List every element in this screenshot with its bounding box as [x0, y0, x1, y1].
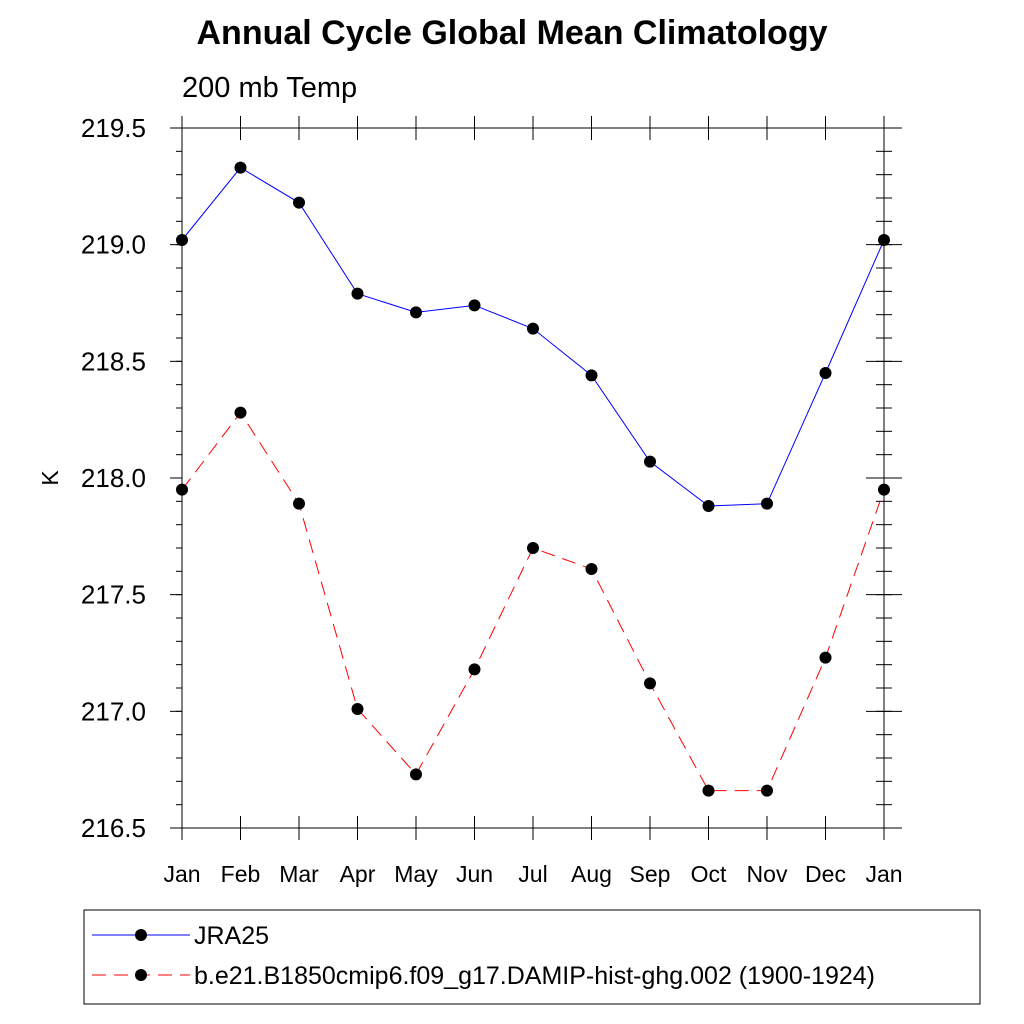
data-point-series-1: [761, 784, 773, 797]
x-tick-label: Feb: [221, 861, 261, 887]
data-point-series-0: [527, 322, 539, 335]
series-line-0: [181, 167, 885, 507]
y-tick-label: 218.0: [81, 463, 146, 493]
legend-label-1: b.e21.B1850cmip6.f09_g17.DAMIP-hist-ghg.…: [194, 962, 875, 990]
x-tick-label: Nov: [747, 861, 788, 887]
y-tick-label: 219.0: [81, 230, 146, 260]
data-point-series-1: [702, 784, 715, 797]
data-point-series-0: [761, 497, 773, 510]
y-tick-label: 217.5: [81, 580, 146, 610]
data-point-series-0: [644, 455, 656, 468]
data-point-series-1: [293, 497, 305, 510]
x-tick-label: Jul: [518, 861, 547, 887]
x-tick-label: Oct: [691, 861, 727, 887]
legend-box: [83, 909, 981, 1005]
data-point-series-1: [176, 483, 188, 496]
series-line-1: [181, 411, 885, 792]
data-point-series-0: [176, 234, 188, 246]
chart-subtitle: 200 mb Temp: [182, 72, 358, 104]
x-tick-label: Jun: [456, 861, 493, 887]
data-point-series-0: [878, 234, 890, 246]
data-point-series-0: [468, 299, 481, 312]
data-point-series-1: [644, 677, 656, 690]
y-tick-label: 219.5: [81, 113, 146, 143]
data-point-series-1: [234, 406, 247, 419]
data-point-series-0: [234, 161, 247, 174]
data-point-series-0: [410, 306, 422, 319]
data-point-series-0: [293, 196, 305, 209]
data-point-series-0: [351, 287, 364, 300]
legend-marker-1: [135, 969, 147, 981]
x-tick-label: Sep: [630, 861, 671, 887]
y-tick-label: 218.5: [81, 346, 146, 376]
legend-label-0: JRA25: [194, 922, 269, 950]
data-point-series-0: [585, 369, 598, 382]
data-point-series-1: [468, 663, 481, 676]
legend-marker-0: [135, 929, 147, 941]
x-tick-label: May: [394, 861, 438, 887]
data-point-series-0: [819, 367, 832, 379]
data-point-series-1: [878, 483, 890, 496]
data-point-series-1: [819, 651, 832, 664]
y-axis-label: K: [37, 470, 63, 486]
chart-title: Annual Cycle Global Mean Climatology: [196, 14, 828, 52]
x-tick-label: Aug: [571, 861, 612, 887]
x-tick-label: Apr: [340, 861, 376, 887]
x-tick-label: Mar: [279, 861, 319, 887]
x-tick-label: Jan: [865, 861, 902, 887]
data-point-series-1: [585, 563, 598, 575]
data-point-series-0: [702, 500, 715, 512]
y-tick-label: 216.5: [81, 813, 146, 843]
x-tick-label: Dec: [805, 861, 846, 887]
data-point-series-1: [527, 542, 539, 554]
x-tick-label: Jan: [163, 861, 200, 887]
data-point-series-1: [351, 703, 364, 715]
y-tick-label: 217.0: [81, 696, 146, 726]
data-point-series-1: [410, 768, 422, 781]
